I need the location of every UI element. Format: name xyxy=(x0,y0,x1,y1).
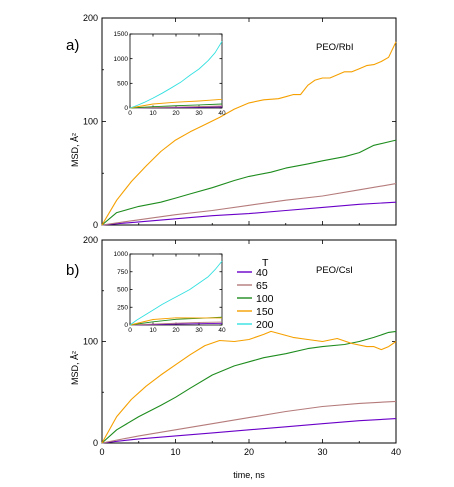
panel-b-inset-series-200 xyxy=(129,260,223,326)
panel-b-inset-x-tick-label: 20 xyxy=(172,327,180,334)
panel-b-title: PEO/CsI xyxy=(316,265,353,276)
panel-b-x-tick-label: 0 xyxy=(99,447,104,457)
panel-b-series-150 xyxy=(101,330,397,444)
panel-a-inset-frame xyxy=(129,33,223,109)
panel-b-inset-x-tick-label: 10 xyxy=(149,327,157,334)
panel-b-tag: b) xyxy=(66,262,79,279)
panel-a-y-axis-title: MSD, Å² xyxy=(70,133,80,167)
panel-b-inset-series xyxy=(129,260,223,326)
panel-a-inset-x-tick-label: 30 xyxy=(195,110,203,117)
legend-title: T xyxy=(262,257,269,269)
panel-a-series-65 xyxy=(101,183,397,226)
panel-b-series-100 xyxy=(101,330,397,444)
panel-a-series xyxy=(101,41,397,226)
panel-a-series-150 xyxy=(101,41,397,226)
panel-b-y-tick-label: 100 xyxy=(83,337,98,347)
panel-b-x-tick-label: 20 xyxy=(244,447,254,457)
panel-a: a) PEO/RbI MSD, Å² 0 100 200 0 10 20 30 40 0 500… xyxy=(66,13,397,230)
panel-a-inset-y-tick-label: 1000 xyxy=(114,56,129,63)
panel-a-inset-y-tick-label: 500 xyxy=(117,81,128,88)
panel-a-inset-y-tick-label: 0 xyxy=(124,105,128,112)
legend-label-100: 100 xyxy=(256,293,274,305)
panel-b-inset-y-tick-label: 1000 xyxy=(114,251,129,258)
legend-label-200: 200 xyxy=(256,319,274,331)
panel-a-inset-x-tick-label: 10 xyxy=(149,110,157,117)
legend-label-40: 40 xyxy=(256,267,268,279)
panel-b-series-65 xyxy=(101,400,397,444)
panel-b-inset-x-tick-label: 40 xyxy=(218,327,226,334)
panel-b-inset-series-65 xyxy=(129,321,223,326)
panel-a-inset-axes: 0 10 20 30 40 0 500 1000 1500 xyxy=(114,31,226,117)
panel-b-x-tick-label: 40 xyxy=(391,447,401,457)
panel-a-inset-x-tick-label: 20 xyxy=(172,110,180,117)
panel-a-y-tick-label: 200 xyxy=(83,13,98,23)
panel-b-inset-x-tick-label: 30 xyxy=(195,327,203,334)
panel-b-x-tick-label: 10 xyxy=(170,447,180,457)
panel-a-series-100 xyxy=(101,139,397,226)
legend-label-65: 65 xyxy=(256,280,268,292)
panel-a-series-40 xyxy=(101,201,397,226)
panel-a-inset-x-tick-label: 40 xyxy=(218,110,226,117)
panel-b-inset-y-tick-label: 750 xyxy=(117,269,128,276)
panel-a-y-tick-label: 0 xyxy=(93,220,98,230)
panel-b-series xyxy=(101,330,397,444)
panel-b-x-tick-label: 30 xyxy=(317,447,327,457)
panel-b-inset-axes: 0 10 20 30 40 0 250 500 750 1000 xyxy=(114,251,226,334)
panel-a-inset: 0 10 20 30 40 0 500 1000 1500 xyxy=(114,31,226,117)
panel-b: b) PEO/CsI MSD, Å² time, ns 0 10 20 30 40 0 10… xyxy=(66,235,401,480)
panel-b-y-tick-label: 0 xyxy=(93,438,98,448)
panel-a-inset-series-200 xyxy=(129,41,223,109)
panel-a-inset-series-150 xyxy=(129,98,223,109)
panel-a-y-tick-label: 100 xyxy=(83,117,98,127)
panel-b-inset: 0 10 20 30 40 0 250 500 750 1000 xyxy=(114,251,226,334)
panel-b-inset-x-tick-label: 0 xyxy=(128,327,132,334)
panel-a-title: PEO/RbI xyxy=(316,42,354,53)
panel-b-inset-y-tick-label: 0 xyxy=(124,322,128,329)
panel-a-inset-series-100 xyxy=(129,103,223,109)
panel-a-inset-series-65 xyxy=(129,105,223,109)
panel-b-series-40 xyxy=(101,418,397,444)
panel-a-tag: a) xyxy=(66,37,79,54)
panel-b-inset-y-tick-label: 250 xyxy=(117,304,128,311)
panel-b-y-axis-title: MSD, Å² xyxy=(70,351,80,385)
panel-b-x-axis-title: time, ns xyxy=(233,470,265,480)
panel-b-inset-frame xyxy=(129,253,223,326)
panel-a-inset-y-tick-label: 1500 xyxy=(114,31,129,38)
legend-label-150: 150 xyxy=(256,306,274,318)
panel-a-inset-x-tick-label: 0 xyxy=(128,110,132,117)
panel-b-inset-series-150 xyxy=(129,317,222,326)
panel-b-inset-y-tick-label: 500 xyxy=(117,287,128,294)
panel-b-y-tick-label: 200 xyxy=(83,235,98,245)
panel-a-inset-series xyxy=(129,41,223,109)
